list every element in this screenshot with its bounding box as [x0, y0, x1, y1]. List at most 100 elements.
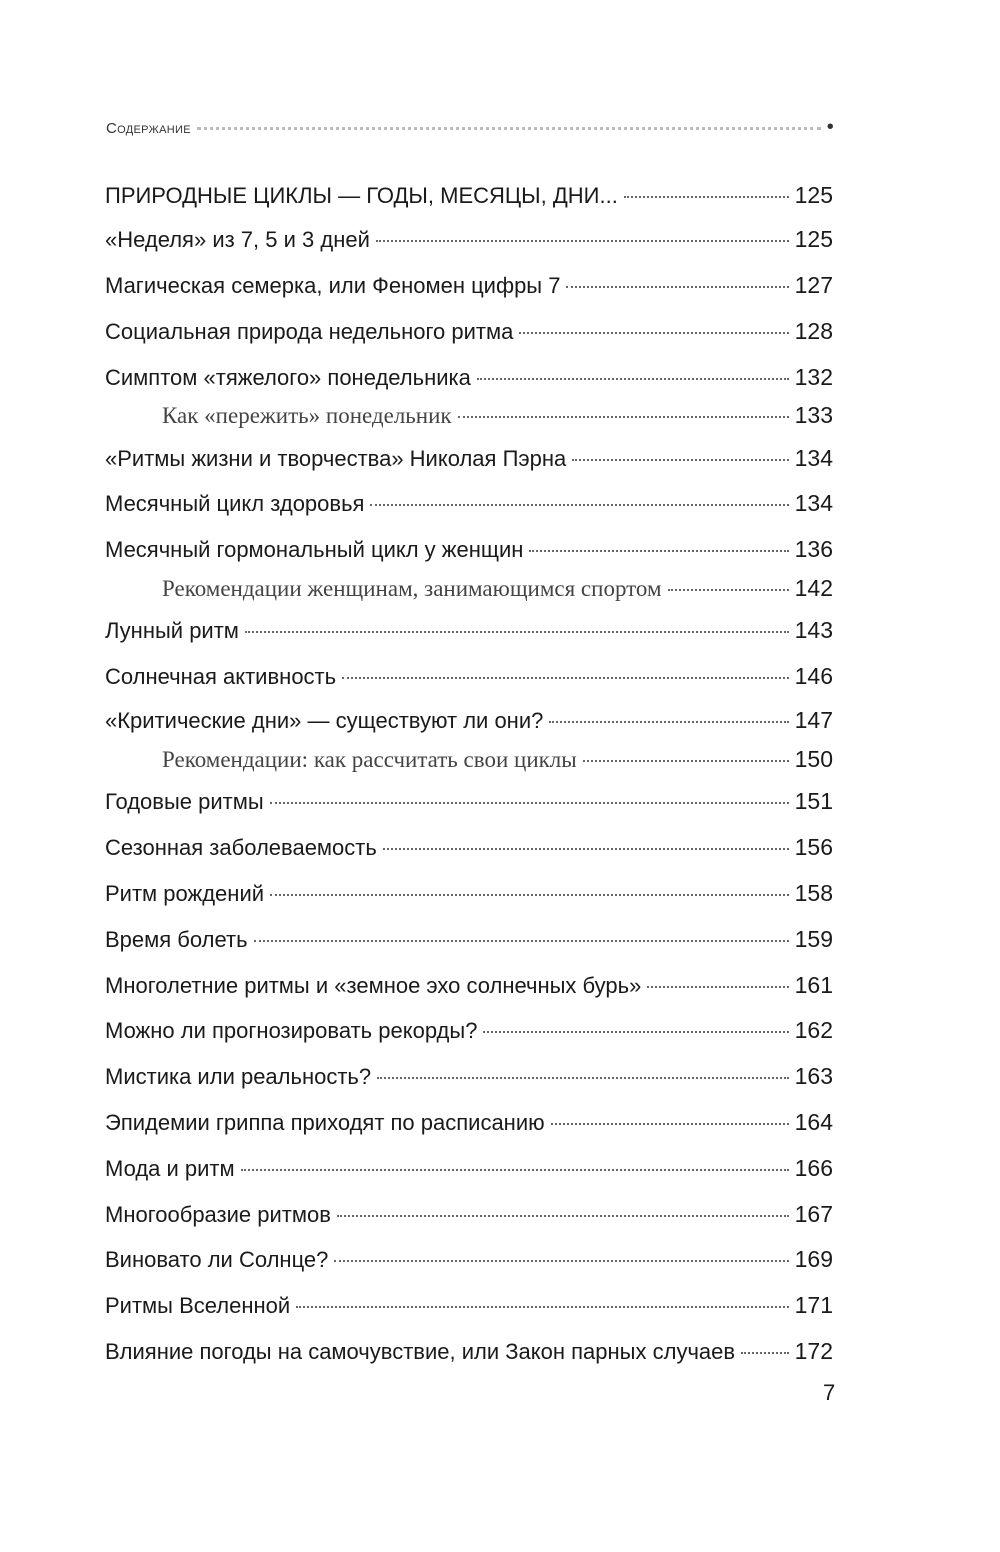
toc-entry-title: ПРИРОДНЫЕ ЦИКЛЫ — ГОДЫ, МЕСЯЦЫ, ДНИ...	[105, 183, 618, 208]
toc-entry[interactable]: Лунный ритм 143	[105, 615, 833, 646]
dot-leader	[240, 1169, 789, 1171]
toc-entry-page: 125	[794, 182, 833, 208]
toc-entry-title: Рекомендации женщинам, занимающимся спор…	[162, 576, 662, 601]
toc-entry[interactable]: Мистика или реальность? 163	[105, 1061, 833, 1092]
toc-entry-page: 147	[794, 707, 833, 733]
toc-entry[interactable]: ПРИРОДНЫЕ ЦИКЛЫ — ГОДЫ, МЕСЯЦЫ, ДНИ... 12…	[105, 180, 833, 211]
dot-leader	[519, 332, 789, 334]
dot-leader	[550, 1123, 789, 1125]
toc-entry[interactable]: Магическая семерка, или Феномен цифры 7 1…	[105, 270, 833, 301]
dot-leader	[647, 986, 789, 988]
toc-entry[interactable]: Виновато ли Солнце? 169	[105, 1244, 833, 1275]
toc-entry-page: 151	[794, 788, 833, 814]
toc-entry[interactable]: Мода и ритм 166	[105, 1153, 833, 1184]
toc-entry-title: Симптом «тяжелого» понедельника	[105, 365, 471, 390]
toc-entry-page: 146	[794, 663, 833, 689]
running-header-title: Содержание	[106, 120, 191, 137]
toc-entry[interactable]: Рекомендации женщинам, занимающимся спор…	[162, 573, 833, 604]
toc-entry-title: Ритмы Вселенной	[105, 1293, 291, 1318]
dot-leader	[296, 1306, 789, 1308]
header-end-dot: •	[826, 116, 834, 138]
toc-entry-title: «Неделя» из 7, 5 и 3 дней	[105, 227, 370, 252]
toc-entry-title: Рекомендации: как рассчитать свои циклы	[162, 747, 577, 772]
dot-leader	[476, 378, 789, 380]
toc-entry-page: 167	[794, 1201, 833, 1227]
toc-entry-title: Сезонная заболеваемость	[105, 835, 377, 860]
dot-leader	[269, 802, 789, 804]
toc-entry-page: 164	[794, 1109, 833, 1135]
dot-leader	[566, 286, 789, 288]
dot-leader	[572, 459, 789, 461]
toc-entry-page: 161	[794, 972, 833, 998]
toc-entry-page: 163	[794, 1063, 833, 1089]
dot-leader	[375, 240, 789, 242]
dot-leader	[377, 1077, 789, 1079]
toc-entry-title: «Ритмы жизни и творчества» Николая Пэрна	[105, 446, 567, 471]
toc-entry[interactable]: Рекомендации: как рассчитать свои циклы 1…	[162, 744, 833, 775]
toc-entry-title: Можно ли прогнозировать рекорды?	[105, 1018, 478, 1043]
dot-leader	[483, 1031, 789, 1033]
toc-entry-title: Ритм рождений	[105, 881, 265, 906]
dot-leader	[549, 721, 789, 723]
toc-entry-title: Социальная природа недельного ритма	[105, 319, 514, 344]
toc-entry-title: Мистика или реальность?	[105, 1064, 372, 1089]
toc-entry-title: Месячный цикл здоровья	[105, 491, 365, 516]
toc-entry-page: 156	[794, 834, 833, 860]
toc-entry-page: 132	[794, 364, 833, 390]
dot-leader	[336, 1215, 789, 1217]
toc-entry[interactable]: «Ритмы жизни и творчества» Николая Пэрна…	[105, 443, 833, 474]
dot-leader	[196, 127, 821, 130]
toc-entry-page: 162	[794, 1017, 833, 1043]
toc-entry-title: Лунный ритм	[105, 618, 239, 643]
toc-entry-title: Многолетние ритмы и «земное эхо солнечны…	[105, 973, 642, 998]
dot-leader	[529, 550, 789, 552]
toc-entry-title: Виновато ли Солнце?	[105, 1247, 329, 1272]
toc-entry-page: 172	[794, 1338, 833, 1364]
toc-entry[interactable]: «Неделя» из 7, 5 и 3 дней 125	[105, 224, 833, 255]
toc-entry[interactable]: Ритм рождений 158	[105, 878, 833, 909]
toc-entry-page: 143	[794, 617, 833, 643]
toc-entry[interactable]: Влияние погоды на самочувствие, или Зако…	[105, 1336, 833, 1367]
dot-leader	[623, 196, 789, 198]
dot-leader	[741, 1352, 789, 1354]
toc-entry-page: 125	[794, 226, 833, 252]
toc-entry[interactable]: Сезонная заболеваемость 156	[105, 832, 833, 863]
dot-leader	[334, 1260, 789, 1262]
toc-entry[interactable]: Можно ли прогнозировать рекорды? 162	[105, 1015, 833, 1046]
toc-entry-page: 127	[794, 272, 833, 298]
toc-entry-page: 133	[794, 402, 833, 428]
toc-entry-page: 134	[794, 445, 833, 471]
dot-leader	[342, 677, 789, 679]
toc-entry-title: Годовые ритмы	[105, 789, 264, 814]
dot-leader	[270, 894, 789, 896]
toc-entry-title: «Критические дни» — существуют ли они?	[105, 708, 544, 733]
toc-entry[interactable]: Месячный цикл здоровья 134	[105, 488, 833, 519]
dot-leader	[370, 504, 789, 506]
toc-entry-page: 171	[794, 1292, 833, 1318]
toc-entry[interactable]: Многолетние ритмы и «земное эхо солнечны…	[105, 970, 833, 1001]
toc-entry-title: Эпидемии гриппа приходят по расписанию	[105, 1110, 545, 1135]
toc-entry[interactable]: Эпидемии гриппа приходят по расписанию 16…	[105, 1107, 833, 1138]
toc-entry-page: 134	[794, 490, 833, 516]
toc-entry[interactable]: Как «пережить» понедельник 133	[162, 400, 833, 431]
dot-leader	[457, 416, 789, 418]
toc-entry[interactable]: «Критические дни» — существуют ли они? 14…	[105, 705, 833, 736]
toc-entry[interactable]: Месячный гормональный цикл у женщин 136	[105, 534, 833, 565]
toc-entry-page: 128	[794, 318, 833, 344]
toc-entry-title: Время болеть	[105, 927, 248, 952]
toc-entry[interactable]: Солнечная активность 146	[105, 661, 833, 692]
toc-entry[interactable]: Годовые ритмы 151	[105, 786, 833, 817]
toc-entry[interactable]: Ритмы Вселенной 171	[105, 1290, 833, 1321]
toc-entry-page: 158	[794, 880, 833, 906]
toc-entry[interactable]: Социальная природа недельного ритма 128	[105, 316, 833, 347]
toc-entry-title: Мода и ритм	[105, 1156, 235, 1181]
toc-entry-title: Магическая семерка, или Феномен цифры 7	[105, 273, 561, 298]
toc-entry-title: Многообразие ритмов	[105, 1202, 331, 1227]
toc-entry[interactable]: Многообразие ритмов 167	[105, 1199, 833, 1230]
toc-entry-page: 159	[794, 926, 833, 952]
toc-entry-page: 142	[794, 575, 833, 601]
toc-entry[interactable]: Симптом «тяжелого» понедельника 132	[105, 362, 833, 393]
toc-entry-page: 136	[794, 536, 833, 562]
toc-entry[interactable]: Время болеть 159	[105, 924, 833, 955]
dot-leader	[382, 848, 789, 850]
